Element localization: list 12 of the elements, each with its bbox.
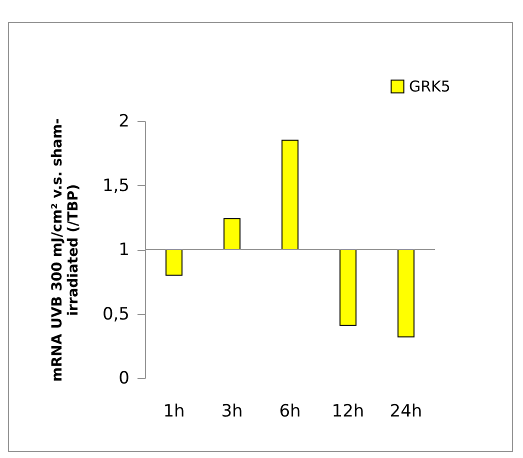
- x-tick-label: 3h: [221, 402, 243, 422]
- y-tick-label: 0: [118, 368, 130, 388]
- y-tick-label: 0,5: [102, 304, 130, 324]
- x-tick-label: 1h: [163, 402, 185, 422]
- y-tick-label: 1,5: [102, 176, 130, 196]
- x-tick-label: 24h: [390, 402, 422, 422]
- x-tick-label: 6h: [279, 402, 301, 422]
- y-tick-label: 2: [118, 112, 130, 132]
- y-tick-label: 1: [118, 240, 130, 260]
- y-axis-title: mRNA UVB 300 mJ/cm² v.s. sham-irradiated (/TBP): [49, 118, 82, 382]
- x-tick-label: 12h: [332, 402, 364, 422]
- legend-label: GRK5: [409, 78, 450, 96]
